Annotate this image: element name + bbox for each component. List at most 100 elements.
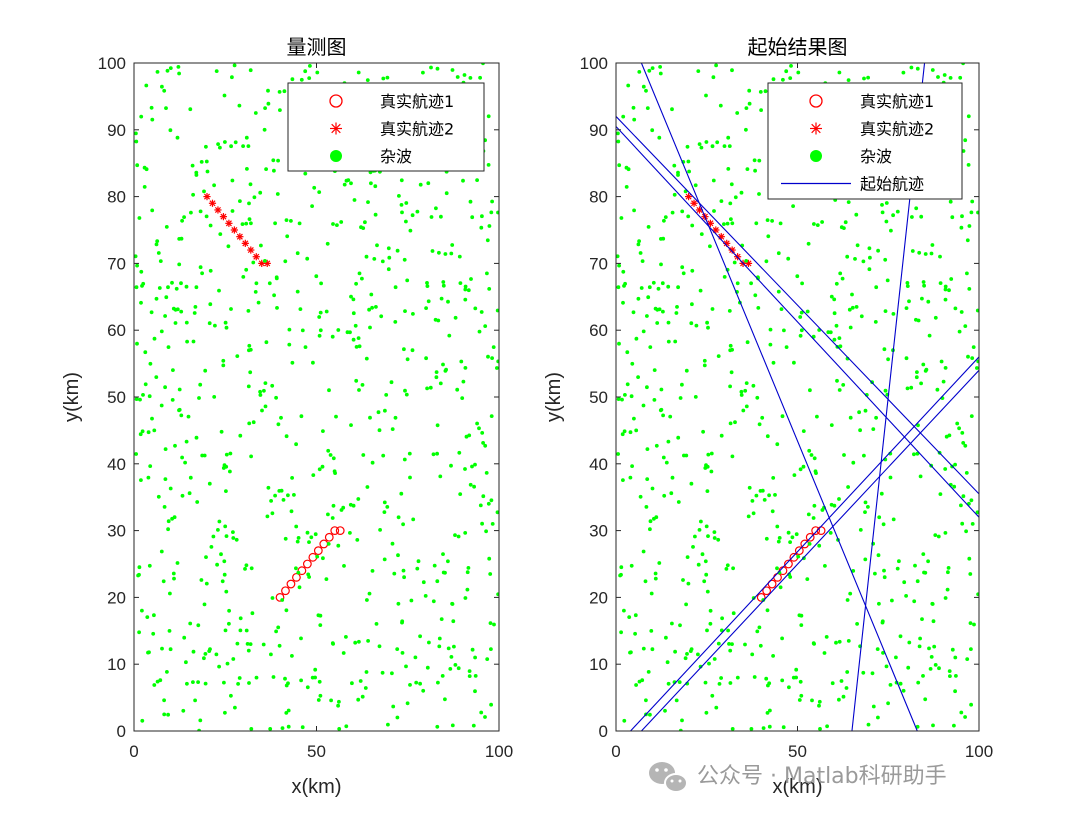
clutter-point [453, 533, 457, 537]
clutter-point [212, 395, 217, 399]
clutter-point [279, 415, 283, 420]
clutter-point [644, 505, 649, 509]
clutter-point [456, 666, 461, 671]
clutter-point [805, 309, 810, 314]
clutter-point [139, 269, 144, 274]
clutter-point [299, 77, 304, 82]
clutter-point [313, 667, 318, 672]
clutter-point [224, 325, 229, 330]
clutter-point [486, 114, 491, 119]
clutter-point [848, 415, 853, 420]
clutter-point [172, 576, 176, 581]
clutter-point [193, 305, 198, 309]
clutter-point [157, 286, 162, 290]
clutter-point [943, 531, 948, 535]
clutter-point [834, 323, 839, 328]
clutter-point [905, 284, 910, 288]
clutter-point [620, 397, 624, 402]
clutter-point [683, 656, 688, 661]
legend-marker-dot [330, 150, 342, 162]
clutter-point [703, 559, 708, 564]
clutter-point [933, 663, 938, 667]
track1-point [784, 559, 793, 569]
clutter-point [881, 522, 886, 527]
clutter-point [757, 625, 762, 630]
clutter-point [351, 503, 356, 508]
clutter-point [963, 138, 968, 143]
y-tick-label: 50 [589, 388, 608, 407]
clutter-point [416, 559, 421, 564]
clutter-point [933, 315, 938, 320]
clutter-point [470, 647, 475, 652]
clutter-point [235, 641, 240, 646]
clutter-point [930, 243, 935, 247]
clutter-point [970, 356, 975, 360]
clutter-point [881, 651, 885, 655]
clutter-point [876, 715, 880, 720]
clutter-point [938, 281, 943, 285]
clutter-point [298, 307, 303, 311]
legend-label: 真实航迹1 [380, 92, 454, 111]
clutter-point [829, 294, 834, 299]
clutter-point [354, 378, 359, 383]
clutter-point [710, 693, 715, 698]
clutter-point [198, 265, 203, 270]
clutter-point [729, 217, 733, 222]
clutter-point [712, 209, 716, 213]
clutter-point [638, 494, 643, 499]
clutter-point [139, 114, 144, 119]
legend-label: 真实航迹1 [860, 92, 934, 111]
clutter-point [877, 601, 881, 606]
clutter-point [262, 388, 266, 393]
clutter-point [198, 382, 203, 387]
clutter-point [223, 320, 228, 325]
clutter-point [431, 599, 436, 604]
clutter-point [269, 652, 273, 657]
clutter-point [480, 431, 485, 435]
clutter-point [800, 281, 804, 286]
clutter-point [425, 281, 429, 285]
y-tick-label: 10 [589, 655, 608, 674]
clutter-point [905, 281, 910, 285]
clutter-point [891, 213, 895, 218]
clutter-point [915, 724, 920, 729]
clutter-point [437, 250, 441, 255]
clutter-point [276, 158, 280, 163]
clutter-point [650, 66, 655, 70]
clutter-point [247, 421, 252, 426]
clutter-point [366, 200, 370, 205]
clutter-point [400, 210, 404, 215]
clutter-point [722, 144, 727, 149]
clutter-point [917, 250, 922, 255]
clutter-point [295, 289, 300, 294]
clutter-point [177, 407, 182, 412]
clutter-point [832, 297, 837, 302]
clutter-point [204, 555, 208, 559]
clutter-point [290, 476, 294, 480]
clutter-point [716, 641, 721, 646]
clutter-point [779, 307, 784, 311]
clutter-point [757, 422, 762, 427]
clutter-point [318, 328, 323, 333]
clutter-point [976, 210, 979, 215]
clutter-point [644, 698, 648, 703]
clutter-point [218, 232, 223, 237]
clutter-point [830, 681, 835, 686]
clutter-point [685, 555, 690, 559]
clutter-point [162, 88, 167, 93]
clutter-point [244, 628, 249, 633]
clutter-point [234, 537, 239, 542]
clutter-point [884, 664, 889, 669]
clutter-point [744, 381, 749, 385]
clutter-point [450, 68, 455, 72]
clutter-point [705, 320, 709, 325]
clutter-point [797, 698, 802, 702]
clutter-point [855, 243, 860, 248]
clutter-point [373, 212, 378, 217]
track2-point [685, 193, 693, 201]
clutter-point [880, 619, 885, 624]
track2-point [208, 199, 217, 207]
clutter-point [967, 287, 972, 291]
clutter-point [284, 434, 289, 439]
clutter-point [712, 530, 717, 534]
